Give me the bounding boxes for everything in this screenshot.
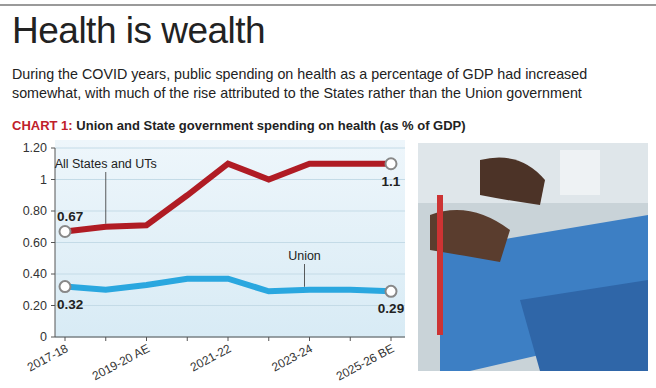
y-tick-label: 0.40 <box>23 267 47 281</box>
y-tick-label: 0.60 <box>23 236 47 250</box>
y-tick-label: 0.20 <box>23 299 47 313</box>
point-marker <box>60 281 71 292</box>
grid-line <box>55 148 405 149</box>
subtitle: During the COVID years, public spending … <box>12 65 648 103</box>
x-axis <box>55 337 405 338</box>
y-tick <box>51 179 55 180</box>
x-tick <box>105 337 106 341</box>
series-name: All States and UTs <box>55 157 157 171</box>
grid-line <box>55 242 405 243</box>
photo <box>418 143 648 371</box>
photo-person2 <box>480 158 545 206</box>
grid-line <box>55 305 405 306</box>
x-tick <box>350 337 351 341</box>
chart: 0 0.20 0.40 0.60 0.80 1 1.20 2017-18 2019-20 AE 2… <box>0 0 656 388</box>
y-tick-label: 1 <box>40 173 47 187</box>
y-tick <box>51 274 55 275</box>
y-tick <box>51 305 55 306</box>
y-tick <box>51 242 55 243</box>
photo-frame <box>418 143 648 371</box>
title: Health is wealth <box>12 10 265 52</box>
value-label: 1.1 <box>382 174 401 189</box>
y-tick <box>51 337 55 338</box>
plot-background <box>55 140 405 337</box>
y-tick-label: 0 <box>40 330 47 344</box>
chart-label: CHART 1: Union and State government spen… <box>12 118 466 133</box>
series-name: Union <box>288 249 321 263</box>
x-tick <box>268 337 269 341</box>
x-tick <box>146 337 147 341</box>
value-label: 0.67 <box>57 209 83 224</box>
y-tick <box>51 148 55 149</box>
grid-line <box>55 337 405 338</box>
x-tick-label: 2021-22 <box>188 341 234 374</box>
series-line <box>65 164 391 232</box>
top-rule <box>0 4 656 6</box>
label-leader <box>304 264 305 287</box>
grid-line <box>55 179 405 180</box>
label-leader <box>105 172 106 224</box>
x-tick <box>65 337 66 341</box>
grid-line <box>55 211 405 212</box>
chart-number: CHART 1: <box>12 118 73 133</box>
x-tick-label: 2019-20 AE <box>90 341 152 383</box>
point-marker <box>386 158 397 169</box>
x-tick <box>391 337 392 341</box>
photo-machine <box>560 150 600 195</box>
point-marker <box>60 226 71 237</box>
point-marker <box>386 286 397 297</box>
x-tick-label: 2025-26 BE <box>334 341 397 383</box>
grid-line <box>55 274 405 275</box>
chart-title: Union and State government spending on h… <box>76 118 465 133</box>
series-line <box>65 279 391 292</box>
series-group <box>65 164 391 292</box>
value-label: 0.32 <box>57 297 83 312</box>
x-tick-label: 2017-18 <box>25 341 71 374</box>
y-axis <box>55 148 56 337</box>
x-tick <box>228 337 229 341</box>
x-tick-label: 2023-24 <box>269 341 315 374</box>
y-tick-label: 0.80 <box>23 204 47 218</box>
photo-tube <box>437 195 443 335</box>
photo-blanket2 <box>520 280 648 371</box>
x-tick <box>309 337 310 341</box>
y-tick-label: 1.20 <box>23 141 47 155</box>
value-label: 0.29 <box>378 301 404 316</box>
x-tick <box>187 337 188 341</box>
y-tick <box>51 211 55 212</box>
